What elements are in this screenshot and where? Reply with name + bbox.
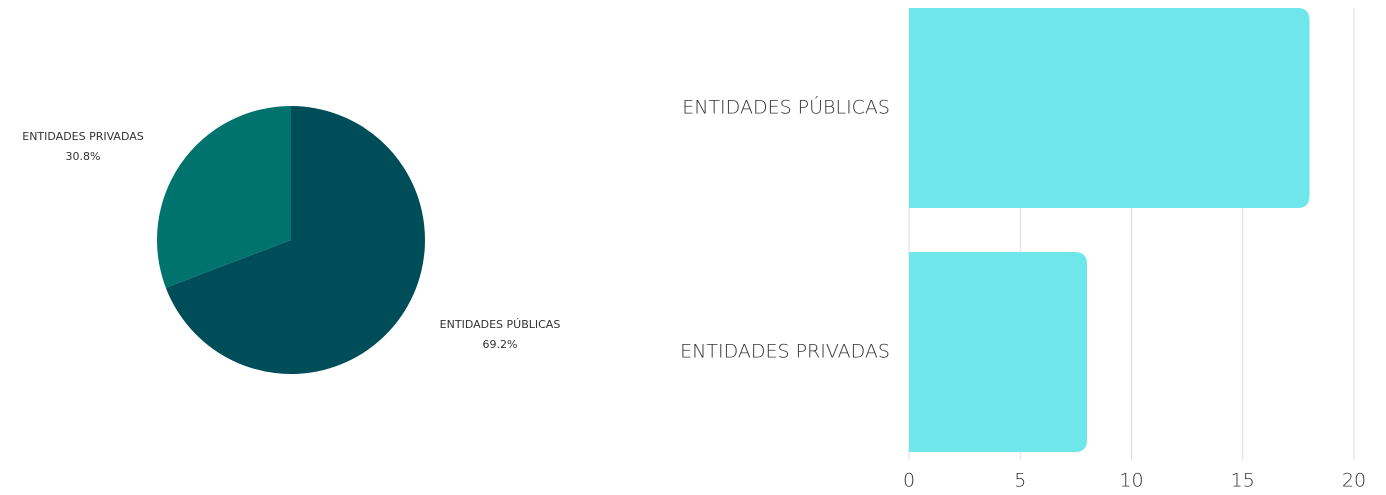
x-tick-label: 20: [1342, 470, 1366, 492]
y-category-label: ENTIDADES PRIVADAS: [680, 340, 890, 362]
slice-label: ENTIDADES PÚBLICAS: [440, 318, 561, 331]
slice-value: 30.8%: [66, 150, 101, 163]
x-tick-label: 5: [1014, 470, 1026, 492]
x-tick-label: 15: [1231, 470, 1255, 492]
y-category-label: ENTIDADES PÚBLICAS: [682, 95, 890, 119]
pie-slice: [157, 106, 291, 288]
pie-slice: [165, 106, 425, 374]
x-tick-label: 0: [903, 470, 915, 492]
bar: [909, 8, 1310, 209]
x-tick-label: 10: [1119, 470, 1143, 492]
bar: [909, 251, 1087, 452]
slice-value: 69.2%: [483, 338, 518, 351]
slice-label: ENTIDADES PRIVADAS: [22, 130, 144, 143]
